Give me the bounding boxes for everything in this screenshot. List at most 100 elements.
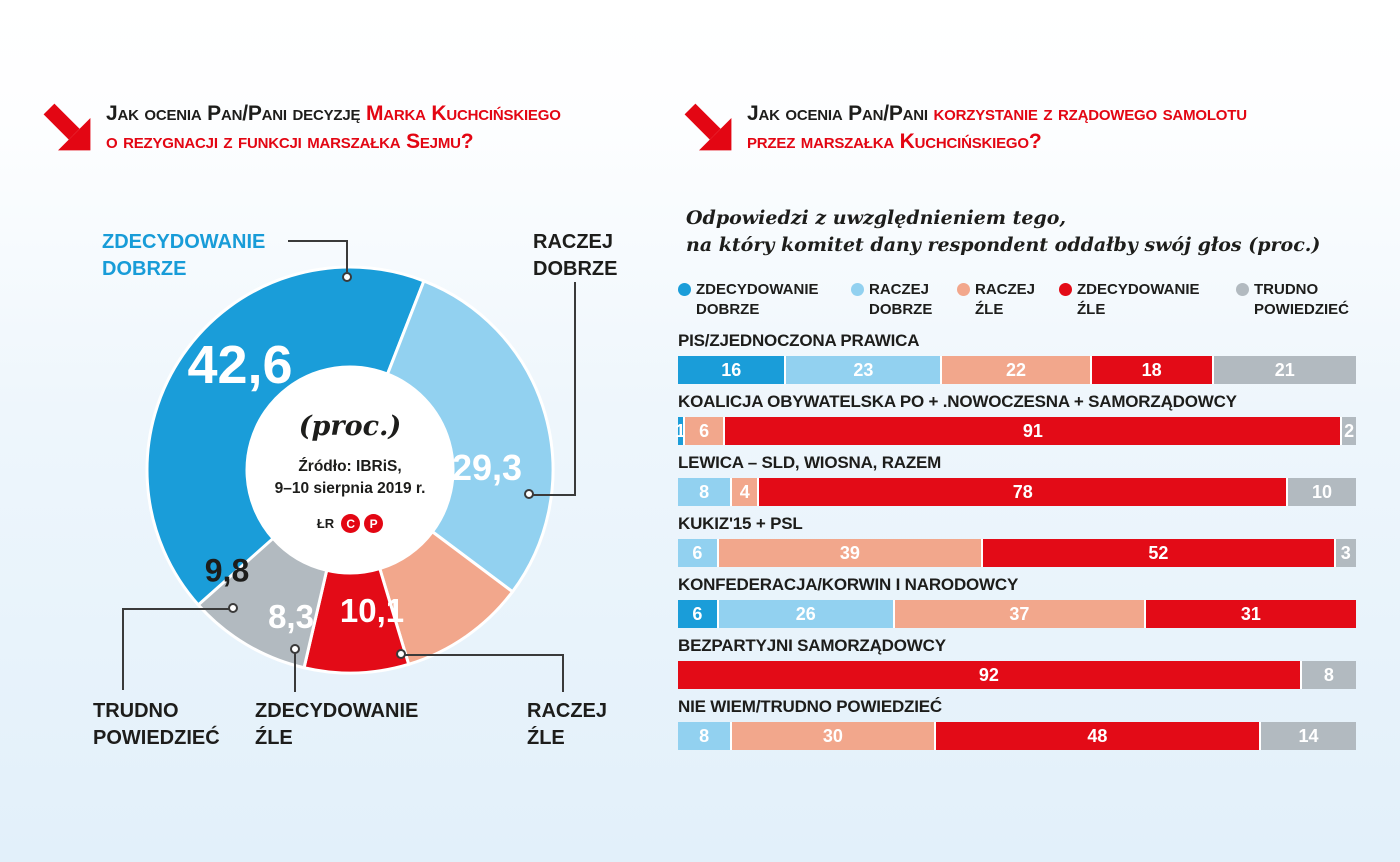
bar-segment-zdecydowanie-le: 18 <box>1091 356 1214 384</box>
bar-segment-value: 16 <box>721 359 742 380</box>
stacked-bar: 8 4 78 10 <box>678 478 1356 506</box>
legend-label: TRUDNO POWIEDZIEĆ <box>1254 281 1350 318</box>
bar-row: NIE WIEM/TRUDNO POWIEDZIEĆ 8 30 48 14 <box>678 697 1356 750</box>
bar-segment-value: 78 <box>1012 481 1033 502</box>
stacked-bar: 16 23 22 18 21 <box>678 356 1356 384</box>
legend-item-trudno-powiedzie-: TRUDNO POWIEDZIEĆ <box>1236 280 1349 320</box>
connector-dot <box>290 644 300 654</box>
callout-trudno-powiedziec: TRUDNO POWIEDZIEĆ <box>93 700 220 749</box>
bar-segment-trudno-powiedzie-: 8 <box>1301 661 1356 689</box>
bar-row-label: KOALICJA OBYWATELSKA PO + .NOWOCZESNA + … <box>678 392 1237 411</box>
bar-row: PIS/ZJEDNOCZONA PRAWICA 16 23 22 18 21 <box>678 331 1356 384</box>
donut-value-zdecydowanie-dobrze: 42,6 <box>187 335 293 395</box>
bar-segment-zdecydowanie-le: 91 <box>725 417 1343 445</box>
source-text: Źródło: IBRiS, 9–10 sierpnia 2019 r. <box>250 456 450 500</box>
bar-segment-value: 8 <box>1323 664 1334 685</box>
red-arrow-icon <box>684 103 732 151</box>
bar-segment-zdecydowanie-le: 48 <box>935 722 1262 750</box>
right-question-header: Jak ocenia Pan/Pani korzystanie z rządow… <box>681 100 1371 156</box>
callout-zdecydowanie-zle: ZDECYDOWANIE ŹLE <box>255 700 419 749</box>
bar-segment-value: 4 <box>739 481 750 502</box>
author-initials: ŁR <box>316 516 335 531</box>
bar-row-label: BEZPARTYJNI SAMORZĄDOWCY <box>678 636 946 655</box>
bar-segment-zdecydowanie-dobrze: 1 <box>675 417 686 445</box>
bar-segment-raczej-dobrze: 8 <box>678 478 733 506</box>
bar-segment-trudno-powiedzie-: 21 <box>1213 356 1356 384</box>
bar-segment-value: 52 <box>1148 542 1169 563</box>
bar-segment-zdecydowanie-dobrze: 16 <box>678 356 787 384</box>
donut-hole <box>248 368 452 572</box>
legend-item-zdecydowanie-dobrze: ZDECYDOWANIE DOBRZE <box>678 280 819 320</box>
bar-row-label: LEWICA – SLD, WIOSNA, RAZEM <box>678 453 942 472</box>
legend-dot-icon <box>957 283 970 296</box>
right-title-red-2: przez marszałka Kuchcińskiego? <box>747 130 1042 153</box>
subtitle-line-1: Odpowiedzi z uwzględnieniem tego, <box>686 207 1066 229</box>
donut-center: (proc.) Źródło: IBRiS, 9–10 sierpnia 201… <box>250 411 450 533</box>
stacked-bar: 8 30 48 14 <box>678 722 1356 750</box>
bar-segment-trudno-powiedzie-: 3 <box>1335 539 1356 567</box>
bar-segment-value: 2 <box>1344 420 1355 441</box>
bar-row: KUKIZ'15 + PSL 6 39 52 3 <box>678 514 1356 567</box>
bar-segment-value: 10 <box>1312 481 1333 502</box>
bar-segment-value: 6 <box>692 603 703 624</box>
donut-segment-trudno-powiedzie- <box>196 536 329 670</box>
bar-segment-value: 91 <box>1022 420 1043 441</box>
bar-chart-legend: ZDECYDOWANIE DOBRZE RACZEJ DOBRZE RACZEJ Ź… <box>678 280 1358 326</box>
legend-label: RACZEJ ŹLE <box>975 281 1036 318</box>
bar-segment-raczej-dobrze: 8 <box>678 722 733 750</box>
bar-segment-value: 30 <box>822 725 843 746</box>
bar-row: LEWICA – SLD, WIOSNA, RAZEM 8 4 78 10 <box>678 453 1356 506</box>
bar-segment-zdecydowanie-le: 52 <box>983 539 1336 567</box>
donut-value-raczej-dobrze: 29,3 <box>451 447 523 488</box>
donut-chart <box>145 265 555 675</box>
source-line-1: Źródło: IBRiS, <box>298 458 402 475</box>
bar-segment-value: 6 <box>692 542 703 563</box>
callout-zdecydowanie-dobrze: ZDECYDOWANIE DOBRZE <box>102 231 266 280</box>
source-line-2: 9–10 sierpnia 2019 r. <box>274 480 426 497</box>
bar-segment-value: 37 <box>1009 603 1030 624</box>
connector-dot <box>396 649 406 659</box>
legend-item-raczej-dobrze: RACZEJ DOBRZE <box>851 280 932 320</box>
red-arrow-icon <box>43 103 91 151</box>
bar-segment-raczej-le: 6 <box>684 417 726 445</box>
bar-segment-value: 23 <box>853 359 874 380</box>
bar-segment-raczej-dobrze: 23 <box>786 356 943 384</box>
left-title-red-1: Marka Kuchcińskiego <box>365 102 561 125</box>
bar-segment-raczej-le: 30 <box>732 722 936 750</box>
callout-raczej-dobrze: RACZEJ DOBRZE <box>533 231 618 280</box>
copyright-p-badge-icon: P <box>364 514 384 533</box>
bar-segment-value: 92 <box>978 664 999 685</box>
stacked-bar: 1 6 91 2 <box>675 417 1356 445</box>
credit-row: ŁR C P <box>250 514 450 533</box>
connector-dot <box>228 603 238 613</box>
legend-item-zdecydowanie-le: ZDECYDOWANIE ŹLE <box>1059 280 1200 320</box>
legend-dot-icon <box>678 283 691 296</box>
left-title-red-2: o rezygnacji z funkcji marszałka Sejmu? <box>106 130 474 153</box>
bar-row: KONFEDERACJA/KORWIN I NARODOWCY 6 26 37 31 <box>678 575 1356 628</box>
bar-segment-raczej-le: 22 <box>942 356 1092 384</box>
legend-dot-icon <box>851 283 864 296</box>
bar-segment-value: 26 <box>795 603 816 624</box>
bar-row-label: NIE WIEM/TRUDNO POWIEDZIEĆ <box>678 697 942 716</box>
bar-row: KOALICJA OBYWATELSKA PO + .NOWOCZESNA + … <box>675 392 1356 445</box>
bar-segment-value: 1 <box>675 420 686 441</box>
bar-row-label: KONFEDERACJA/KORWIN I NARODOWCY <box>678 575 1019 594</box>
bar-segment-zdecydowanie-le: 31 <box>1145 600 1356 628</box>
bar-segment-trudno-powiedzie-: 14 <box>1261 722 1356 750</box>
unit-note: (proc.) <box>298 411 402 442</box>
connector-dot <box>524 489 534 499</box>
bar-segment-zdecydowanie-dobrze: 6 <box>678 600 719 628</box>
bar-segment-zdecydowanie-le: 78 <box>759 478 1289 506</box>
stacked-bar: 6 26 37 31 <box>678 600 1356 628</box>
legend-label: RACZEJ DOBRZE <box>869 281 933 318</box>
bar-row: BEZPARTYJNI SAMORZĄDOWCY 92 8 <box>678 636 1356 689</box>
bar-segment-raczej-le: 4 <box>732 478 760 506</box>
bar-segment-value: 14 <box>1298 725 1319 746</box>
bar-segment-value: 39 <box>839 542 860 563</box>
donut-value-raczej-zle: 10,1 <box>339 592 405 629</box>
left-question-title: Jak ocenia Pan/Pani decyzję Marka Kuchci… <box>106 100 636 156</box>
connector-dot <box>342 272 352 282</box>
bar-segment-value: 48 <box>1087 725 1108 746</box>
bar-segment-value: 22 <box>1005 359 1026 380</box>
